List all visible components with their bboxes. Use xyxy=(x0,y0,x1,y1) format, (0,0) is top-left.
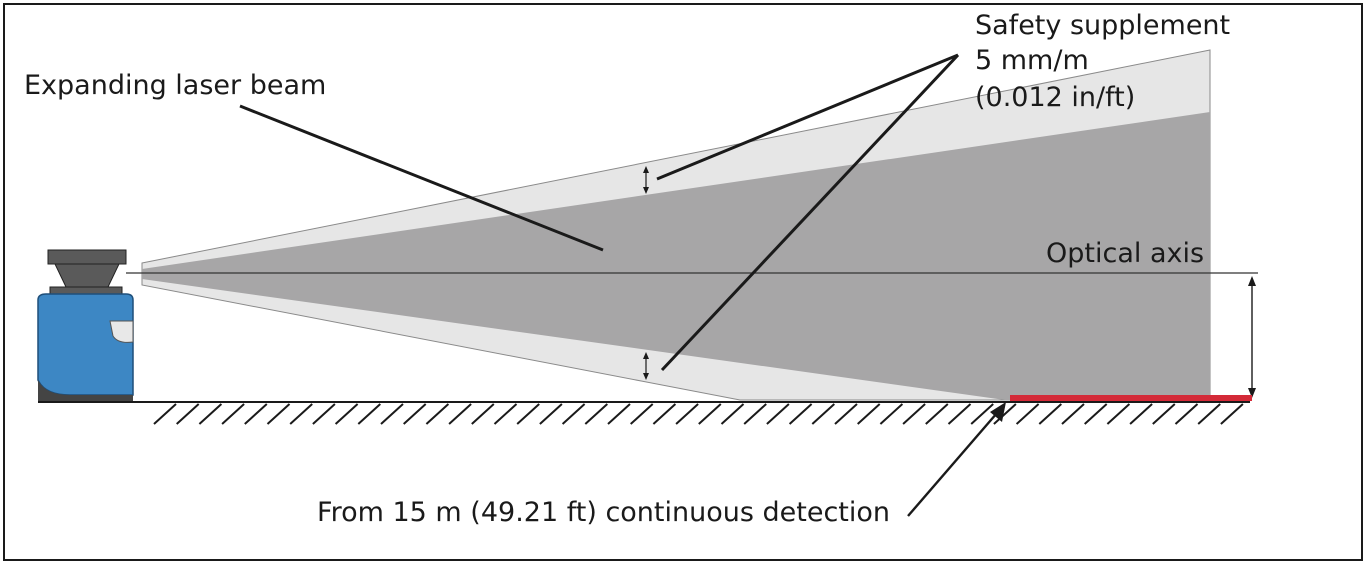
ground-hatch-stroke xyxy=(493,403,518,425)
ground-hatch-stroke xyxy=(176,403,200,425)
ground-hatch-stroke xyxy=(1152,403,1176,425)
ground-hatch-stroke xyxy=(607,403,631,425)
safety-supplement-value-metric: 5 mm/m xyxy=(975,45,1089,76)
ground-hatch-stroke xyxy=(403,403,427,425)
ground-hatch-stroke xyxy=(743,403,767,425)
continuous-detection-label: From 15 m (49.21 ft) continuous detectio… xyxy=(317,497,890,528)
axis-height-arrow xyxy=(1248,276,1256,398)
ground-hatch-stroke xyxy=(788,403,813,425)
safety-supplement-leader-upper xyxy=(656,53,959,181)
ground-hatch-stroke xyxy=(539,403,563,425)
ground-hatching xyxy=(153,403,1244,425)
ground-hatch-stroke xyxy=(902,403,926,425)
ground-hatch-stroke xyxy=(1197,403,1221,425)
ground-hatch-stroke xyxy=(312,403,336,425)
inner-expanding-beam xyxy=(142,112,1210,400)
ground-hatch-stroke xyxy=(380,403,404,425)
ground-hatch-stroke xyxy=(947,403,972,425)
ground-hatch-stroke xyxy=(675,403,699,425)
ground-hatch-stroke xyxy=(925,403,949,425)
ground-hatch-stroke xyxy=(221,403,245,425)
ground-hatch-stroke xyxy=(857,403,881,425)
safety-supplement-leader-lower xyxy=(660,53,960,372)
ground-hatch-stroke xyxy=(698,403,722,425)
optical-axis-label: Optical axis xyxy=(1046,238,1204,269)
continuous-detection-leader xyxy=(907,402,1006,517)
ground-hatch-stroke xyxy=(811,403,835,425)
expanding-beam-leader xyxy=(239,104,604,252)
ground-hatch-stroke xyxy=(198,403,223,425)
ground-hatch-stroke xyxy=(1106,403,1131,425)
ground-hatch-stroke xyxy=(970,403,994,425)
ground-hatch-stroke xyxy=(720,403,745,425)
ground-hatch-stroke xyxy=(289,403,313,425)
ground-hatch-stroke xyxy=(244,403,268,425)
ground-hatch-stroke xyxy=(993,403,1017,425)
ground-hatch-stroke xyxy=(425,403,450,425)
ground-hatch-stroke xyxy=(516,403,540,425)
ground-hatch-stroke xyxy=(1129,403,1153,425)
ground-hatch-stroke xyxy=(652,403,677,425)
ground-hatch-stroke xyxy=(1174,403,1199,425)
ground-hatch-stroke xyxy=(448,403,472,425)
ground-hatch-stroke xyxy=(630,403,654,425)
ground-hatch-stroke xyxy=(153,403,177,425)
ground-hatch-stroke xyxy=(584,403,608,425)
ground-hatch-stroke xyxy=(1038,403,1062,425)
safety-supplement-lower-marker xyxy=(643,352,649,380)
safety-supplement-label: Safety supplement xyxy=(975,10,1230,41)
expanding-beam-label: Expanding laser beam xyxy=(24,70,326,101)
laser-scanner-icon xyxy=(37,249,134,401)
ground-hatch-stroke xyxy=(471,403,495,425)
ground-hatch-stroke xyxy=(334,403,359,425)
ground-hatch-stroke xyxy=(1015,403,1040,425)
ground-hatch-stroke xyxy=(266,403,291,425)
ground-hatch-stroke xyxy=(1220,403,1244,425)
safety-supplement-upper-marker xyxy=(643,166,649,194)
ground-hatch-stroke xyxy=(834,403,858,425)
ground-hatch-stroke xyxy=(879,403,904,425)
ground-hatch-stroke xyxy=(1084,403,1108,425)
ground-hatch-stroke xyxy=(766,403,790,425)
ground-hatch-stroke xyxy=(357,403,381,425)
safety-supplement-value-imperial: (0.012 in/ft) xyxy=(975,82,1135,113)
ground-hatch-stroke xyxy=(561,403,586,425)
ground-hatch-stroke xyxy=(1061,403,1085,425)
